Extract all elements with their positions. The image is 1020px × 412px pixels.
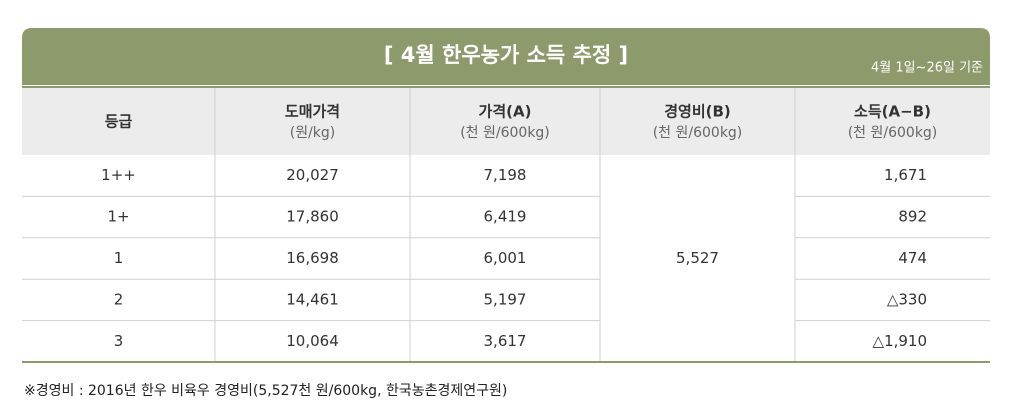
title-bar bbox=[22, 28, 990, 85]
cell: 14,461 bbox=[286, 290, 339, 308]
table: 등급 도매가격 (원/kg) 가격(A) (천 원/600kg) 경영비(B) (천 원/6… bbox=[22, 88, 990, 361]
column-title: 가격(A) bbox=[479, 103, 532, 121]
cell: 2 bbox=[114, 290, 124, 308]
header-row bbox=[22, 88, 990, 155]
cell: 16,698 bbox=[286, 249, 339, 267]
date-note: 4월 1일~26일 기준 bbox=[871, 61, 983, 76]
cell: 3 bbox=[114, 332, 124, 350]
cell: 1+ bbox=[107, 208, 129, 226]
cell: 474 bbox=[898, 249, 927, 267]
column-unit: (원/kg) bbox=[290, 125, 336, 141]
cell: 1,671 bbox=[884, 166, 927, 184]
cell: 892 bbox=[898, 208, 927, 226]
cell: 10,064 bbox=[286, 332, 339, 350]
cell: △330 bbox=[887, 290, 927, 308]
cell: 6,419 bbox=[484, 208, 527, 226]
cell: 6,001 bbox=[484, 249, 527, 267]
column-title: 등급 bbox=[105, 113, 133, 131]
cell: 1++ bbox=[101, 166, 136, 184]
cell: 3,617 bbox=[484, 332, 527, 350]
column-unit: (천 원/600kg) bbox=[848, 125, 938, 141]
cell: 1 bbox=[114, 249, 124, 267]
column-unit: (천 원/600kg) bbox=[653, 125, 743, 141]
footnote: ※경영비 : 2016년 한우 비육우 경영비(5,527천 원/600kg, … bbox=[24, 383, 507, 399]
cell: 5,527 bbox=[676, 249, 719, 267]
title: [ 4월 한우농가 소득 추정 ] bbox=[384, 43, 628, 67]
cell: 7,198 bbox=[484, 166, 527, 184]
column-title: 소득(A−B) bbox=[854, 103, 931, 121]
cell: 17,860 bbox=[286, 208, 339, 226]
column-title: 도매가격 bbox=[285, 103, 340, 121]
column-unit: (천 원/600kg) bbox=[460, 125, 550, 141]
cell: △1,910 bbox=[873, 332, 927, 350]
cell: 5,197 bbox=[484, 290, 527, 308]
cell: 20,027 bbox=[286, 166, 339, 184]
column-title: 경영비(B) bbox=[664, 103, 731, 121]
